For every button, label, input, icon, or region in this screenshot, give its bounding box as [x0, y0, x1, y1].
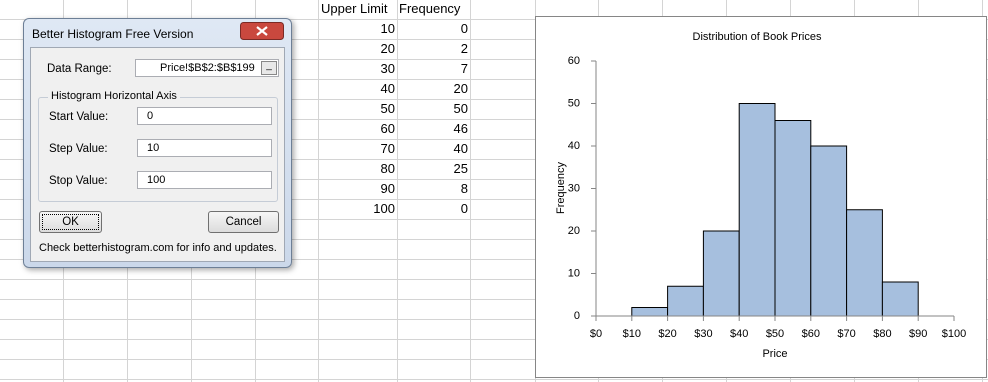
table-cell: 0 — [460, 201, 468, 216]
table-cell: 100 — [373, 201, 395, 216]
data-range-label: Data Range: — [47, 63, 112, 75]
group-title: Histogram Horizontal Axis — [48, 90, 180, 102]
table-cell: 50 — [380, 101, 395, 116]
start-field[interactable]: 0 — [137, 107, 272, 125]
table-cell: 70 — [380, 141, 395, 156]
step-label: Step Value: — [49, 143, 108, 155]
table-cell: 10 — [380, 21, 395, 36]
dialog-title: Better Histogram Free Version — [32, 27, 194, 41]
chart-title: Distribution of Book Prices — [693, 31, 822, 43]
table-cell: 2 — [460, 41, 468, 56]
x-tick-label: $30 — [694, 328, 712, 340]
y-tick-label: 40 — [568, 140, 580, 152]
data-range-field[interactable]: Price!$B$2:$B$199 — [135, 59, 279, 77]
table-cell: 40 — [380, 81, 395, 96]
table-cell: 7 — [460, 61, 468, 76]
table-cell: 25 — [453, 161, 468, 176]
start-label: Start Value: — [49, 111, 109, 123]
table-cell: 60 — [380, 121, 395, 136]
histogram-bar — [774, 120, 812, 317]
x-tick-label: $50 — [766, 328, 784, 340]
x-tick-label: $70 — [837, 328, 855, 340]
x-tick-label: $100 — [942, 328, 966, 340]
x-tick-label: $40 — [730, 328, 748, 340]
y-axis-label: Frequency — [555, 162, 567, 214]
x-tick-label: $60 — [802, 328, 820, 340]
x-tick-label: $80 — [873, 328, 891, 340]
dialog: Better Histogram Free Version Data Range… — [23, 18, 292, 268]
x-tick-label: $0 — [590, 328, 602, 340]
histogram-bar — [738, 103, 776, 317]
stop-field[interactable]: 100 — [137, 171, 272, 189]
table-cell: 80 — [380, 161, 395, 176]
histogram-bar — [667, 285, 704, 317]
y-tick-label: 0 — [574, 310, 580, 322]
histogram-bar — [846, 209, 883, 317]
column-header: Frequency — [399, 1, 461, 16]
close-button[interactable] — [240, 22, 284, 40]
x-axis-label: Price — [762, 348, 787, 360]
y-tick-label: 30 — [568, 182, 580, 194]
table-cell: 50 — [453, 101, 468, 116]
y-tick-label: 10 — [568, 267, 580, 279]
x-tick-label: $20 — [658, 328, 676, 340]
close-icon — [256, 26, 268, 36]
histogram-bar — [881, 281, 919, 317]
stop-label: Stop Value: — [49, 175, 108, 187]
cancel-button[interactable]: Cancel — [208, 211, 279, 233]
column-header: Upper Limit — [321, 1, 388, 16]
histogram-bar — [810, 145, 848, 317]
ok-button[interactable]: OK — [39, 211, 102, 233]
table-cell: 46 — [453, 121, 468, 136]
chart: Distribution of Book Prices Price Freque… — [535, 16, 987, 378]
y-tick-label: 20 — [568, 225, 580, 237]
table-cell: 8 — [460, 181, 468, 196]
step-field[interactable]: 10 — [137, 139, 272, 157]
x-tick-label: $10 — [623, 328, 641, 340]
histogram-bar — [702, 230, 740, 317]
table-cell: 90 — [380, 181, 395, 196]
y-tick-label: 60 — [568, 55, 580, 67]
table-cell: 20 — [380, 41, 395, 56]
x-tick-label: $90 — [909, 328, 927, 340]
table-cell: 0 — [460, 21, 468, 36]
y-tick-label: 50 — [568, 97, 580, 109]
table-cell: 20 — [453, 81, 468, 96]
histogram-bar — [631, 307, 669, 317]
table-cell: 30 — [380, 61, 395, 76]
range-picker-button[interactable]: _ — [261, 61, 277, 75]
table-cell: 40 — [453, 141, 468, 156]
footer-text: Check betterhistogram.com for info and u… — [39, 242, 277, 254]
